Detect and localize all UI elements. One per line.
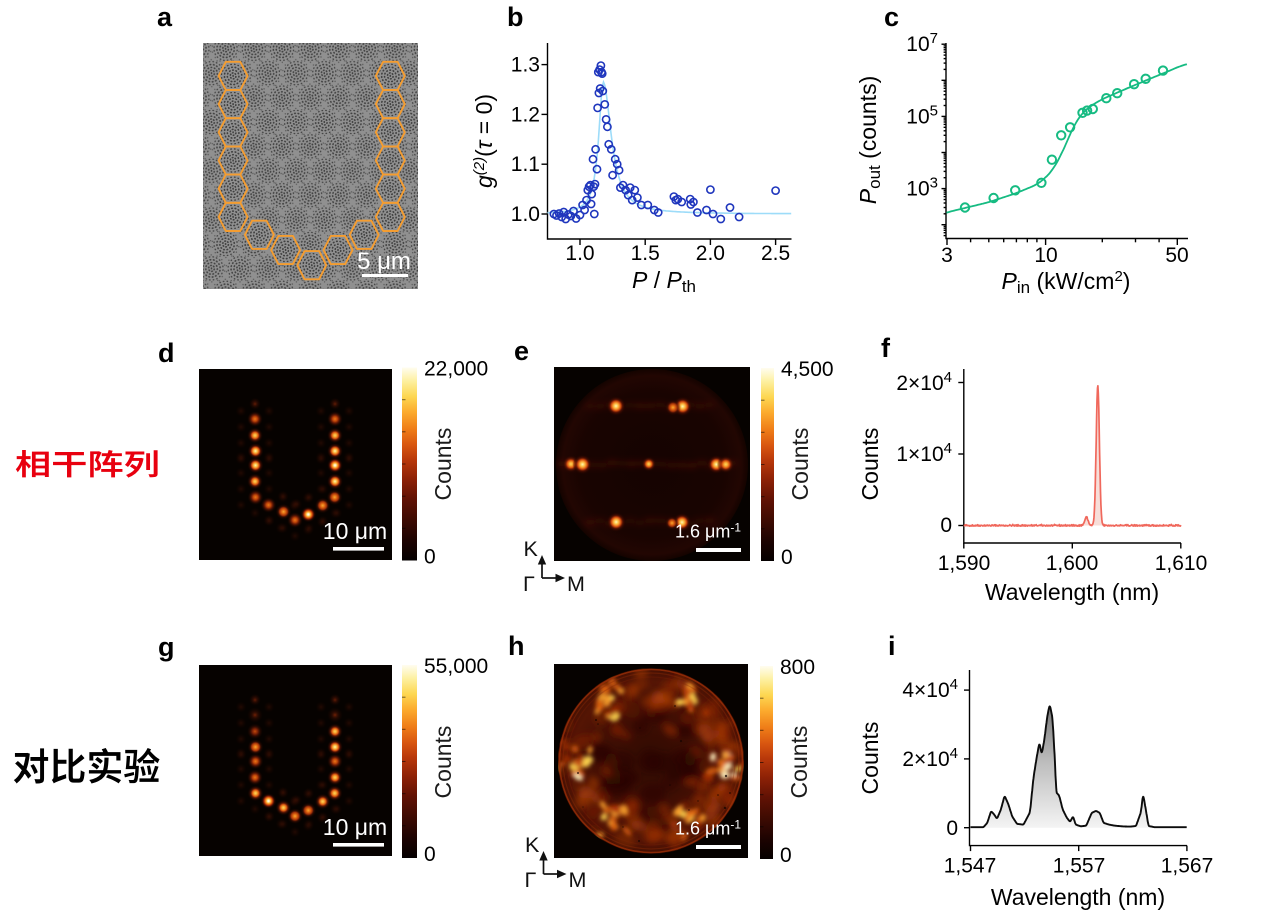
svg-text:M: M [569, 868, 587, 892]
svg-text:1.5: 1.5 [631, 242, 660, 265]
svg-text:d: d [158, 338, 175, 368]
svg-text:800: 800 [780, 656, 815, 679]
svg-text:1.0: 1.0 [511, 203, 540, 226]
svg-text:Counts: Counts [787, 428, 813, 501]
svg-text:1×104: 1×104 [896, 440, 952, 466]
svg-text:M: M [567, 572, 585, 596]
svg-text:4,500: 4,500 [781, 358, 834, 381]
svg-text:Pout (counts): Pout (counts) [855, 76, 884, 204]
svg-text:K: K [524, 537, 539, 561]
svg-text:f: f [881, 333, 891, 363]
svg-text:2×104: 2×104 [902, 745, 958, 771]
svg-text:0: 0 [424, 546, 436, 569]
svg-text:Wavelength (nm): Wavelength (nm) [985, 579, 1159, 605]
svg-text:10 μm: 10 μm [323, 518, 387, 544]
svg-text:10 μm: 10 μm [323, 814, 387, 840]
svg-text:3: 3 [941, 244, 953, 267]
svg-text:1,610: 1,610 [1155, 552, 1208, 575]
svg-text:a: a [157, 2, 173, 32]
svg-text:10: 10 [1034, 244, 1057, 267]
svg-text:Counts: Counts [857, 428, 883, 501]
svg-text:2×104: 2×104 [896, 369, 952, 395]
svg-text:g: g [158, 632, 175, 662]
svg-text:Counts: Counts [430, 726, 456, 799]
svg-text:e: e [514, 336, 529, 366]
svg-text:Pin (kW/cm2): Pin (kW/cm2) [1002, 268, 1131, 297]
svg-text:1,590: 1,590 [938, 552, 991, 575]
svg-text:Γ: Γ [525, 868, 537, 892]
svg-text:0: 0 [781, 546, 793, 569]
svg-text:0: 0 [424, 843, 436, 866]
svg-text:0: 0 [780, 844, 792, 867]
svg-text:i: i [888, 631, 896, 661]
svg-text:Counts: Counts [786, 726, 812, 799]
svg-text:0: 0 [940, 514, 952, 537]
svg-text:1.6 μm-1: 1.6 μm-1 [675, 818, 741, 839]
svg-text:1,547: 1,547 [944, 855, 997, 878]
svg-text:50: 50 [1165, 244, 1188, 267]
svg-text:Γ: Γ [523, 572, 535, 596]
svg-text:55,000: 55,000 [424, 655, 488, 678]
svg-text:5 μm: 5 μm [357, 248, 411, 275]
svg-text:Counts: Counts [430, 428, 456, 501]
svg-text:1.2: 1.2 [511, 103, 540, 126]
svg-text:1.0: 1.0 [565, 242, 594, 265]
svg-text:1,557: 1,557 [1053, 855, 1106, 878]
svg-text:h: h [508, 631, 525, 661]
svg-text:1.6 μm-1: 1.6 μm-1 [675, 521, 741, 542]
svg-text:4×104: 4×104 [902, 676, 958, 702]
svg-text:1,600: 1,600 [1046, 552, 1099, 575]
svg-text:K: K [525, 833, 540, 857]
svg-text:22,000: 22,000 [424, 358, 488, 381]
svg-text:b: b [507, 2, 524, 32]
svg-text:1,567: 1,567 [1161, 855, 1214, 878]
svg-text:Counts: Counts [857, 722, 883, 795]
svg-text:1.3: 1.3 [511, 54, 540, 77]
svg-text:2.5: 2.5 [761, 242, 790, 265]
svg-text:0: 0 [946, 817, 958, 840]
svg-text:Wavelength (nm): Wavelength (nm) [991, 884, 1165, 910]
svg-text:1.1: 1.1 [511, 153, 540, 176]
svg-text:c: c [884, 2, 899, 32]
svg-text:2.0: 2.0 [696, 242, 725, 265]
